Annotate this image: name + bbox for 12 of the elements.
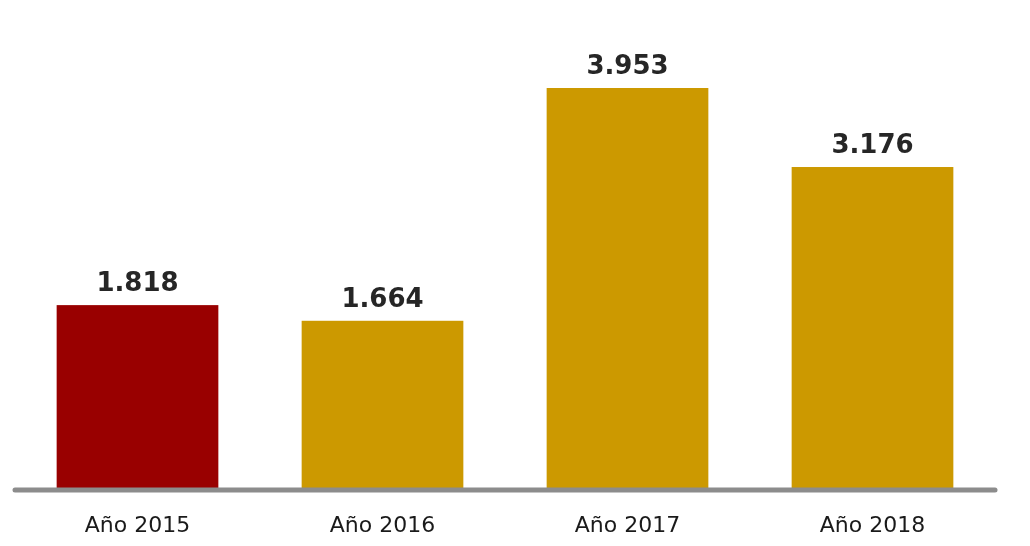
- bar: [546, 88, 709, 490]
- bar: [56, 305, 219, 490]
- x-tick-label: Año 2015: [84, 512, 191, 537]
- x-tick-label: Año 2017: [574, 512, 681, 537]
- data-label: 1.818: [96, 267, 179, 298]
- bar: [301, 320, 464, 490]
- x-tick-label: Año 2016: [329, 512, 436, 537]
- data-label: 3.953: [586, 50, 669, 80]
- x-tick-label: Año 2018: [819, 512, 926, 537]
- data-label: 3.176: [831, 129, 914, 160]
- data-label: 1.664: [341, 282, 424, 313]
- bar: [791, 167, 954, 490]
